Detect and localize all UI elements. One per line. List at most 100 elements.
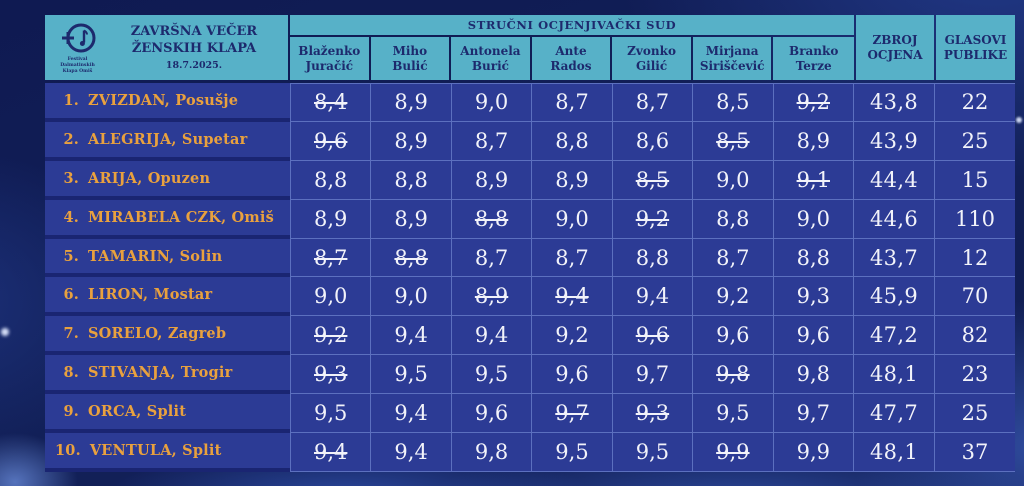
judge-name-header: Mirjana Siriščević xyxy=(692,37,772,80)
klapa-name-cell: 5. TAMARIN, Solin xyxy=(45,238,290,278)
judge-score-cell: 8,8 xyxy=(531,121,612,161)
judge-score-cell: 9,0 xyxy=(692,160,773,200)
audience-votes-cell: 82 xyxy=(934,316,1015,356)
judge-score-cell: 8,9 xyxy=(450,160,532,200)
bokeh-dot xyxy=(1016,117,1022,123)
judge-score-cell: 8,4 xyxy=(290,83,371,122)
judge-score-cell: 9,8 xyxy=(772,355,853,395)
judge-score-cell: 9,9 xyxy=(692,433,773,472)
rank-number: 6. xyxy=(63,286,79,304)
festival-logo-icon xyxy=(61,23,95,53)
judge-score-cell: 8,5 xyxy=(692,83,773,122)
judge-name: Ante Rados xyxy=(550,44,592,73)
judge-name: Miho Bulić xyxy=(392,44,428,73)
table-row: 8. STIVANJA, Trogir 9,3 9,5 9,5 9,6 9,7 9,8 9,… xyxy=(45,355,1015,395)
rank-number: 5. xyxy=(63,247,79,265)
judge-score-cell: 8,8 xyxy=(692,199,773,239)
votes-column-header: GLASOVI PUBLIKE xyxy=(936,15,1015,80)
table-body: 1. ZVIZDAN, Posušje 8,4 8,9 9,0 8,7 8,7 8,5 9,… xyxy=(45,83,1015,472)
klapa-name-cell: 6. LIRON, Mostar xyxy=(45,277,290,317)
judge-score-cell: 9,5 xyxy=(611,433,693,472)
judge-score-cell: 8,5 xyxy=(692,121,773,161)
judge-score-cell: 9,3 xyxy=(772,277,853,317)
audience-votes-cell: 15 xyxy=(934,160,1015,200)
audience-votes-cell: 25 xyxy=(934,394,1015,434)
score-sum-cell: 43,7 xyxy=(853,238,934,278)
judge-score-cell: 8,9 xyxy=(370,199,451,239)
audience-votes-cell: 25 xyxy=(934,121,1015,161)
judge-name-header: Blaženko Juračić xyxy=(290,37,369,80)
klapa-name: STIVANJA, Trogir xyxy=(88,364,233,382)
table-row: 9. ORCA, Split 9,5 9,4 9,6 9,7 9,3 9,5 9,7 47,… xyxy=(45,394,1015,434)
score-sum-cell: 44,4 xyxy=(853,160,934,200)
judge-score-cell: 8,7 xyxy=(290,238,371,278)
judge-name: Zvonko Gilić xyxy=(627,44,676,73)
table-header: Festival Dalmatinskih Klapa Omiš ZAVRŠNA… xyxy=(45,15,1015,80)
judge-score-cell: 9,5 xyxy=(450,355,532,395)
rank-number: 9. xyxy=(63,403,79,421)
judge-name: Blaženko Juračić xyxy=(298,44,361,73)
rank-number: 4. xyxy=(63,208,79,226)
score-sum-cell: 48,1 xyxy=(853,355,934,395)
judge-score-cell: 8,9 xyxy=(772,121,853,161)
judge-score-cell: 8,6 xyxy=(611,121,693,161)
judge-score-cell: 8,7 xyxy=(450,238,532,278)
judge-score-cell: 9,4 xyxy=(370,433,451,472)
judge-score-cell: 9,0 xyxy=(772,199,853,239)
klapa-name: SORELO, Zagreb xyxy=(88,325,227,343)
judge-score-cell: 9,4 xyxy=(290,433,371,472)
klapa-name-cell: 1. ZVIZDAN, Posušje xyxy=(45,83,290,122)
judge-name-header: Antonela Burić xyxy=(451,37,530,80)
klapa-name: VENTULA, Split xyxy=(89,441,222,459)
judge-score-cell: 8,8 xyxy=(450,199,532,239)
score-sum-cell: 47,7 xyxy=(853,394,934,434)
rank-number: 8. xyxy=(63,364,79,382)
judges-row: Blaženko Juračić Miho Bulić Antonela Burić… xyxy=(290,37,854,80)
judge-score-cell: 9,0 xyxy=(290,277,371,317)
judge-name: Mirjana Siriščević xyxy=(699,44,765,73)
judge-score-cell: 9,5 xyxy=(370,355,451,395)
judge-score-cell: 8,9 xyxy=(370,83,451,122)
klapa-name: TAMARIN, Solin xyxy=(88,247,223,265)
judge-score-cell: 8,5 xyxy=(611,160,693,200)
klapa-name-cell: 9. ORCA, Split xyxy=(45,394,290,434)
klapa-name-cell: 2. ALEGRIJA, Supetar xyxy=(45,121,290,161)
judge-score-cell: 9,4 xyxy=(531,277,612,317)
table-row: 1. ZVIZDAN, Posušje 8,4 8,9 9,0 8,7 8,7 8,5 9,… xyxy=(45,83,1015,122)
audience-votes-cell: 23 xyxy=(934,355,1015,395)
judge-score-cell: 8,7 xyxy=(531,238,612,278)
audience-votes-cell: 70 xyxy=(934,277,1015,317)
judge-score-cell: 9,2 xyxy=(290,316,371,356)
jury-header: STRUČNI OCJENJIVAČKI SUD xyxy=(290,15,854,35)
score-sum-cell: 47,2 xyxy=(853,316,934,356)
judge-score-cell: 9,4 xyxy=(370,394,451,434)
judge-score-cell: 9,5 xyxy=(290,394,371,434)
event-header-cell: Festival Dalmatinskih Klapa Omiš ZAVRŠNA… xyxy=(45,15,288,80)
score-sum-cell: 45,9 xyxy=(853,277,934,317)
judge-name-header: Miho Bulić xyxy=(370,37,450,80)
judge-score-cell: 9,8 xyxy=(692,355,773,395)
judge-score-cell: 8,9 xyxy=(531,160,612,200)
event-date: 18.7.2025. xyxy=(165,59,223,71)
judge-score-cell: 8,9 xyxy=(450,277,532,317)
judge-score-cell: 8,8 xyxy=(290,160,371,200)
audience-votes-cell: 22 xyxy=(934,83,1015,122)
table-row: 5. TAMARIN, Solin 8,7 8,8 8,7 8,7 8,8 8,7 8,8 … xyxy=(45,238,1015,278)
judge-score-cell: 9,4 xyxy=(611,277,693,317)
table-row: 4. MIRABELA CZK, Omiš 8,9 8,9 8,8 9,0 9,2 8,8… xyxy=(45,199,1015,239)
judge-score-cell: 9,0 xyxy=(531,199,612,239)
event-title-block: ZAVRŠNA VEČER ŽENSKIH KLAPA 18.7.2025. xyxy=(110,24,288,71)
klapa-name-cell: 3. ARIJA, Opuzen xyxy=(45,160,290,200)
table-row: 10. VENTULA, Split 9,4 9,4 9,8 9,5 9,5 9,9 9,9… xyxy=(45,433,1015,472)
judge-score-cell: 9,9 xyxy=(772,433,853,472)
judge-score-cell: 8,7 xyxy=(531,83,612,122)
judge-score-cell: 9,3 xyxy=(290,355,371,395)
judge-score-cell: 9,6 xyxy=(611,316,693,356)
klapa-name-cell: 8. STIVANJA, Trogir xyxy=(45,355,290,395)
judge-score-cell: 8,8 xyxy=(370,238,451,278)
table-row: 6. LIRON, Mostar 9,0 9,0 8,9 9,4 9,4 9,2 9,3 4… xyxy=(45,277,1015,317)
judge-score-cell: 8,9 xyxy=(370,121,451,161)
judge-score-cell: 9,5 xyxy=(692,394,773,434)
festival-logo-caption: Festival Dalmatinskih Klapa Omiš xyxy=(60,57,95,74)
judge-score-cell: 9,6 xyxy=(450,394,532,434)
